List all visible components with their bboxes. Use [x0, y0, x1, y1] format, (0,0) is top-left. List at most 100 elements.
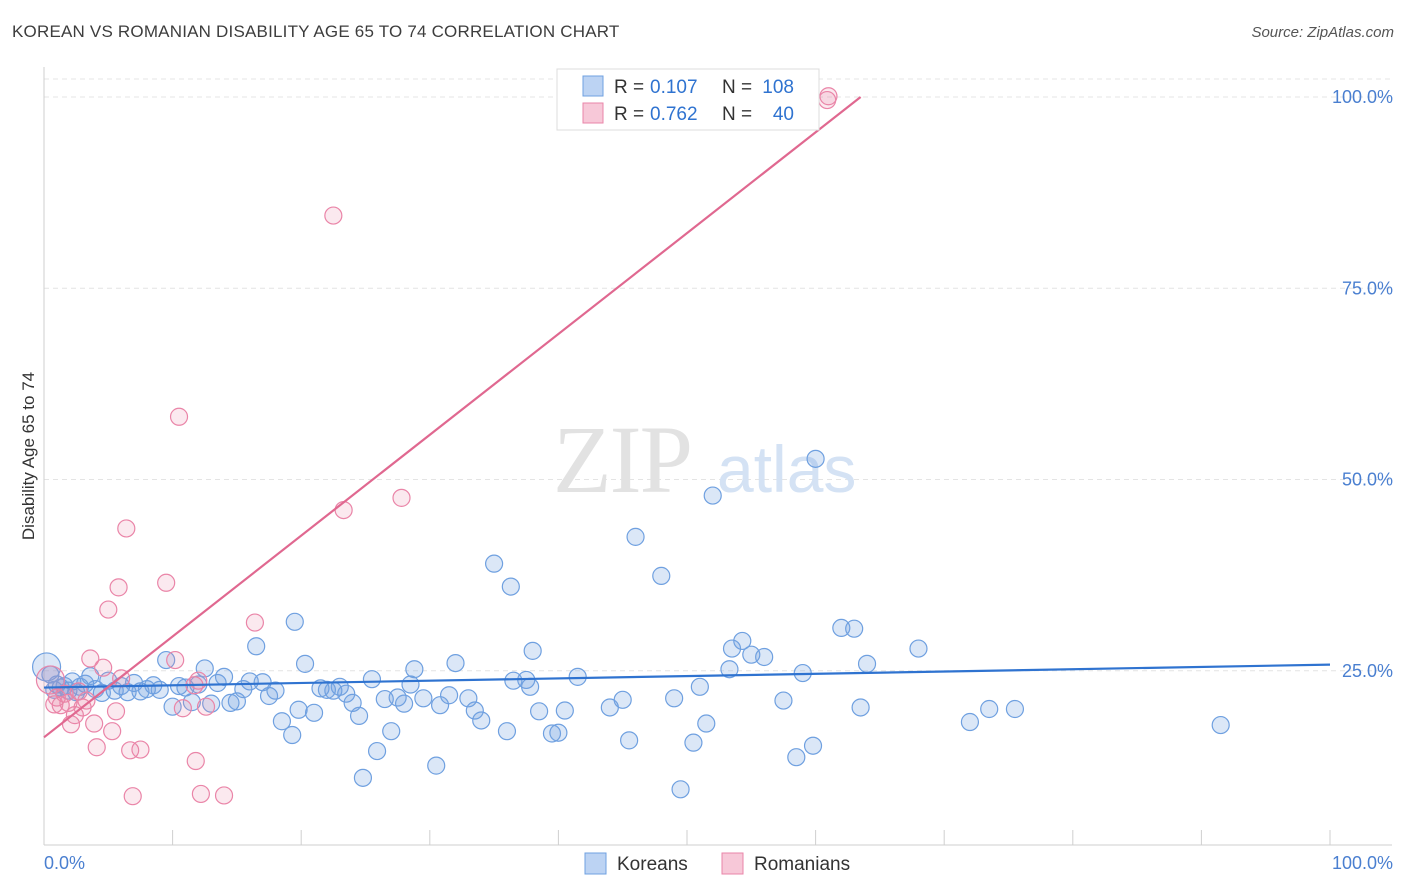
legend-swatch-romanians	[582, 102, 604, 124]
x-tick-label: 0.0%	[44, 853, 85, 873]
point-romanians	[169, 407, 189, 426]
point-koreans	[555, 701, 574, 720]
point-romanians	[131, 740, 150, 759]
point-koreans	[832, 618, 851, 638]
bottom-legend-label-koreans: Koreans	[617, 854, 688, 875]
point-romanians	[196, 697, 216, 716]
point-koreans	[665, 689, 684, 708]
point-romanians	[191, 784, 210, 804]
point-koreans	[980, 699, 999, 719]
point-koreans	[446, 653, 465, 673]
point-romanians	[81, 649, 100, 668]
point-romanians	[121, 741, 140, 760]
point-koreans	[626, 527, 645, 546]
point-koreans	[439, 686, 459, 705]
y-axis-label: Disability Age 65 to 74	[19, 372, 38, 540]
point-koreans	[690, 677, 709, 696]
watermark-atlas: atlas	[717, 432, 856, 506]
point-koreans	[337, 684, 356, 703]
point-koreans	[353, 768, 373, 787]
point-koreans	[221, 693, 240, 712]
y-tick-label: 75.0%	[1342, 278, 1393, 298]
x-tick-label: 100.0%	[1332, 853, 1393, 873]
point-koreans	[909, 639, 928, 658]
point-romanians	[173, 699, 192, 718]
legend-n-value-koreans: 108	[762, 77, 794, 98]
point-koreans	[382, 722, 401, 741]
point-romanians	[245, 613, 265, 632]
point-romanians	[392, 488, 411, 507]
point-koreans	[845, 619, 864, 638]
point-koreans	[497, 722, 517, 741]
chart-title: KOREAN VS ROMANIAN DISABILITY AGE 65 TO …	[12, 22, 620, 41]
point-koreans	[806, 449, 825, 468]
point-romanians	[186, 751, 205, 771]
point-romanians	[109, 578, 128, 597]
point-koreans	[430, 696, 450, 715]
point-romanians	[77, 691, 96, 710]
point-koreans	[304, 703, 324, 722]
point-romanians	[87, 738, 106, 757]
point-koreans	[774, 691, 793, 710]
point-koreans	[214, 667, 234, 686]
legend-n-label-koreans: N =	[722, 77, 752, 98]
trendlines	[43, 96, 1331, 739]
point-romanians	[103, 722, 122, 741]
y-tick-label: 25.0%	[1342, 661, 1393, 681]
point-koreans	[671, 780, 690, 799]
trendline-koreans	[43, 663, 1331, 689]
point-koreans	[697, 714, 716, 733]
point-koreans	[427, 756, 446, 775]
point-koreans	[851, 698, 870, 717]
point-koreans	[652, 566, 671, 585]
point-koreans	[684, 733, 703, 752]
point-koreans	[542, 724, 562, 743]
point-romanians	[324, 206, 343, 225]
point-koreans	[523, 641, 542, 660]
point-romanians	[189, 671, 208, 690]
point-romanians	[85, 714, 104, 733]
y-tick-label: 50.0%	[1342, 470, 1393, 490]
point-koreans	[414, 689, 433, 708]
point-koreans	[857, 654, 877, 673]
point-koreans	[755, 647, 774, 667]
watermark: ZIP atlas	[553, 406, 856, 513]
point-koreans	[272, 712, 292, 731]
point-romanians	[94, 658, 113, 677]
legend-n-label-romanians: N =	[722, 104, 752, 125]
bottom-legend-swatch-romanians	[721, 852, 744, 875]
point-koreans	[720, 660, 739, 679]
point-romanians	[334, 501, 353, 520]
axes	[43, 67, 1392, 846]
point-koreans	[549, 723, 568, 742]
bottom-legend-label-romanians: Romanians	[754, 854, 850, 875]
y-tick-labels: 25.0% 50.0% 75.0% 100.0%	[1332, 87, 1393, 681]
point-koreans	[394, 694, 414, 713]
legend-swatch-koreans	[582, 75, 604, 97]
point-koreans	[722, 639, 742, 658]
point-koreans	[472, 711, 491, 730]
legend-n-value-romanians: 40	[773, 104, 794, 125]
point-koreans	[150, 680, 169, 699]
series-romanians-points	[35, 87, 838, 806]
point-romanians	[99, 600, 118, 619]
point-koreans	[530, 702, 549, 721]
trendline-romanians	[43, 96, 862, 739]
legend-r-label-romanians: R =	[614, 104, 644, 125]
point-romanians	[106, 702, 126, 721]
point-koreans	[202, 694, 221, 713]
point-romanians	[157, 573, 176, 592]
point-koreans	[247, 637, 266, 656]
legend-r-label-koreans: R =	[614, 77, 644, 98]
point-koreans	[501, 577, 520, 596]
point-koreans	[240, 672, 259, 691]
series-koreans-points	[31, 449, 1230, 799]
point-koreans	[1211, 715, 1230, 735]
point-koreans	[295, 654, 315, 673]
legend-r-value-koreans: 0.107	[650, 77, 698, 98]
x-tick-labels: 0.0% 100.0%	[44, 853, 1393, 873]
source-label: Source: ZipAtlas.com	[1251, 24, 1394, 41]
point-koreans	[504, 671, 523, 690]
point-koreans	[405, 660, 424, 679]
